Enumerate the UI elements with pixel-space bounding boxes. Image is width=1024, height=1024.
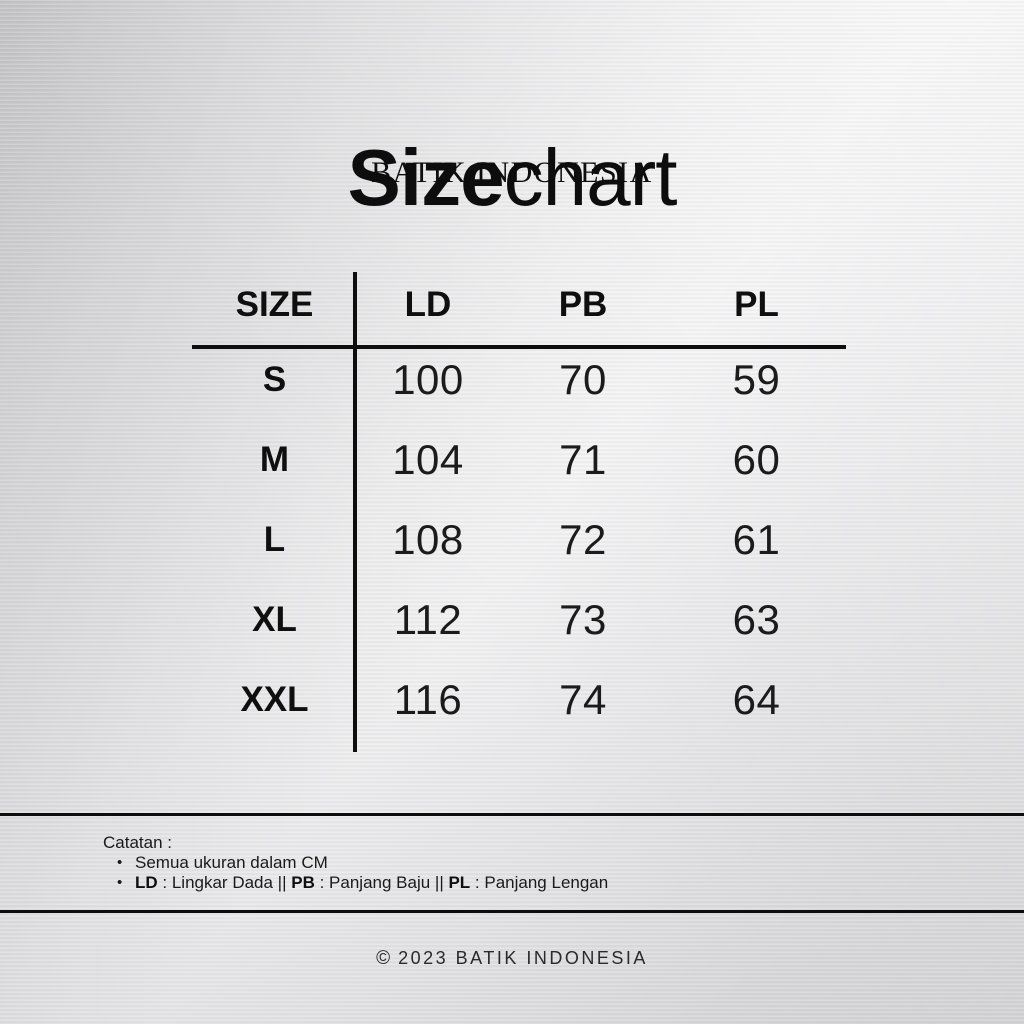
- abbr-pl-definition: : Panjang Lengan: [470, 873, 609, 892]
- cell-pb: 70: [559, 356, 607, 403]
- note-units: • Semua ukuran dalam CM: [103, 853, 608, 873]
- title-word-size: Size: [347, 132, 505, 222]
- notes-bottom-rule: [0, 910, 1024, 913]
- abbr-ld: LD: [135, 873, 158, 892]
- table-row: XL 112 73 63: [192, 580, 846, 660]
- cell-pb: 73: [559, 596, 607, 643]
- table-header-divider: [192, 345, 846, 349]
- cell-size: M: [259, 440, 290, 479]
- title-word-chart: chart: [503, 132, 678, 222]
- column-header-ld: LD: [404, 285, 452, 324]
- cell-pb: 72: [559, 516, 607, 563]
- cell-ld: 100: [392, 356, 464, 403]
- bullet-icon: •: [117, 874, 123, 891]
- table-body: S 100 70 59 M 104 71 60 L 108 72 61 XL 1…: [192, 340, 846, 740]
- bullet-icon: •: [117, 854, 123, 871]
- notes-heading: Catatan :: [103, 833, 172, 852]
- cell-pl: 60: [732, 436, 781, 483]
- cell-pl: 64: [732, 676, 781, 723]
- cell-pb: 71: [559, 436, 607, 483]
- cell-size: L: [263, 520, 286, 559]
- size-table: SIZE LD PB PL S 100 70 59 M 104 71 60 L …: [192, 270, 846, 752]
- note-abbreviations-text: LD : Lingkar Dada || PB : Panjang Baju |…: [135, 873, 608, 893]
- cell-size: XL: [252, 600, 297, 639]
- note-abbreviations: • LD : Lingkar Dada || PB : Panjang Baju…: [103, 873, 608, 893]
- cell-size: XXL: [240, 680, 309, 719]
- copyright-footer: © 2023 BATIK INDONESIA: [0, 948, 1024, 970]
- abbr-ld-definition: : Lingkar Dada ||: [157, 873, 292, 892]
- brand-subtitle: BATIK INDONESIA: [371, 156, 653, 189]
- cell-pl: 63: [732, 596, 781, 643]
- cell-size: S: [262, 360, 287, 399]
- copyright-icon: ©: [376, 948, 391, 969]
- abbr-pb: PB: [291, 873, 315, 892]
- cell-pl: 61: [732, 516, 781, 563]
- cell-ld: 108: [392, 516, 464, 563]
- cell-pl: 59: [732, 356, 781, 403]
- abbr-pl: PL: [448, 873, 471, 892]
- column-header-pb: PB: [558, 285, 608, 324]
- cell-ld: 116: [393, 676, 463, 723]
- table-vertical-divider: [353, 272, 357, 752]
- table-row: L 108 72 61: [192, 500, 846, 580]
- cell-pb: 74: [559, 676, 607, 723]
- notes-section: Catatan : • Semua ukuran dalam CM • LD :…: [103, 833, 608, 893]
- page-title: Sizechart: [0, 137, 1024, 218]
- notes-top-rule: [0, 813, 1024, 816]
- cell-ld: 112: [393, 596, 463, 643]
- column-header-pl: PL: [734, 285, 779, 324]
- table-row: S 100 70 59: [192, 340, 846, 420]
- table-row: XXL 116 74 64: [192, 660, 846, 740]
- table-row: M 104 71 60: [192, 420, 846, 500]
- table-header-row: SIZE LD PB PL: [192, 270, 846, 340]
- cell-ld: 104: [392, 436, 464, 483]
- note-units-text: Semua ukuran dalam CM: [135, 853, 328, 872]
- column-header-size: SIZE: [235, 285, 314, 324]
- abbr-pb-definition: : Panjang Baju ||: [314, 873, 449, 892]
- copyright-text: 2023 BATIK INDONESIA: [398, 948, 648, 968]
